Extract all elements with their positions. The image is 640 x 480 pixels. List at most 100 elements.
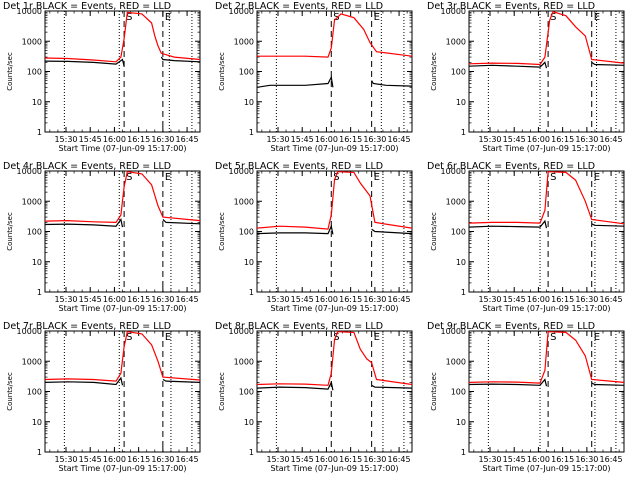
interval-marker-s: S	[126, 172, 132, 183]
x-tick-label: 15:30	[266, 295, 289, 304]
chart-panel-det-9r: Det 9r BLACK = Events, RED = LLD 1 10 100 10…	[427, 321, 625, 473]
x-tick-label: 16:00	[103, 455, 126, 464]
plot-frame	[256, 330, 413, 453]
plot-frame	[256, 10, 413, 133]
x-axis-label: Start Time (07-Jun-09 15:17:00)	[483, 304, 611, 313]
interval-marker-e: E	[594, 172, 600, 183]
x-axis-label: Start Time (07-Jun-09 15:17:00)	[271, 304, 399, 313]
interval-marker-e: E	[374, 332, 380, 343]
x-tick-label: 16:00	[315, 455, 338, 464]
y-tick-label: 1	[249, 288, 254, 297]
series-line-lld	[257, 171, 412, 230]
series-line-lld	[469, 171, 624, 225]
series-line-events	[45, 218, 124, 228]
y-tick-label: 10	[456, 98, 466, 107]
y-tick-label: 10000	[17, 327, 42, 336]
interval-marker-e: E	[165, 332, 171, 343]
x-tick-label: 16:15	[339, 455, 362, 464]
chart-title: Det 9r BLACK = Events, RED = LLD	[427, 321, 595, 332]
x-tick-label: 15:30	[54, 135, 77, 144]
chart-title: Det 4r BLACK = Events, RED = LLD	[3, 161, 171, 172]
y-tick-label: 1	[249, 128, 254, 137]
x-tick-label: 16:00	[315, 135, 338, 144]
interval-marker-s: S	[550, 332, 556, 343]
x-tick-label: 16:15	[551, 455, 574, 464]
y-tick-label: 10000	[441, 327, 466, 336]
x-tick-label: 15:30	[478, 135, 501, 144]
y-tick-label: 10000	[17, 167, 42, 176]
y-tick-label: 100	[239, 388, 254, 397]
x-axis-label: Start Time (07-Jun-09 15:17:00)	[59, 304, 187, 313]
series-line-events	[162, 219, 200, 225]
series-line-events	[371, 228, 412, 235]
y-tick-label: 100	[451, 388, 466, 397]
interval-marker-s: S	[126, 12, 132, 23]
x-axis-label: Start Time (07-Jun-09 15:17:00)	[271, 144, 399, 153]
series-line-lld	[469, 331, 624, 384]
chart-panel-det-1r: Det 1r BLACK = Events, RED = LLD 1 10 100 10…	[3, 1, 201, 153]
chart-title: Det 7r BLACK = Events, RED = LLD	[3, 321, 171, 332]
y-tick-label: 1000	[22, 197, 42, 206]
x-tick-label: 16:30	[575, 455, 598, 464]
chart-title: Det 3r BLACK = Events, RED = LLD	[427, 1, 595, 12]
series-line-lld	[45, 171, 200, 224]
x-axis-label: Start Time (07-Jun-09 15:17:00)	[483, 144, 611, 153]
y-tick-label: 10000	[441, 7, 466, 16]
chart-panel-det-5r: Det 5r BLACK = Events, RED = LLD 1 10 100 10…	[215, 161, 413, 313]
chart-panel-det-2r: Det 2r BLACK = Events, RED = LLD 1 10 100 10…	[215, 1, 413, 153]
x-tick-label: 16:30	[151, 295, 174, 304]
series-line-events	[469, 61, 548, 69]
interval-marker-s: S	[550, 172, 556, 183]
y-axis-label: Counts/sec	[430, 372, 438, 411]
x-tick-label: 16:45	[176, 455, 199, 464]
x-tick-label: 16:45	[176, 135, 199, 144]
y-axis-label: Counts/sec	[218, 52, 226, 91]
chart-panel-det-6r: Det 6r BLACK = Events, RED = LLD 1 10 100 10…	[427, 161, 625, 313]
x-tick-label: 15:45	[503, 455, 526, 464]
x-tick-label: 15:45	[291, 295, 314, 304]
series-line-events	[257, 380, 334, 391]
series-line-events	[371, 384, 412, 389]
y-tick-label: 10	[244, 98, 254, 107]
x-tick-label: 15:30	[54, 455, 77, 464]
x-tick-label: 16:30	[151, 455, 174, 464]
series-line-events	[45, 58, 125, 67]
x-tick-label: 16:30	[363, 295, 386, 304]
interval-marker-s: S	[333, 172, 339, 183]
y-tick-label: 10	[32, 258, 42, 267]
series-line-events	[257, 224, 334, 235]
y-tick-label: 10	[456, 418, 466, 427]
y-tick-label: 100	[239, 68, 254, 77]
y-tick-label: 1000	[22, 357, 42, 366]
plot-frame	[44, 330, 201, 453]
y-tick-label: 10000	[229, 7, 254, 16]
y-tick-label: 1	[461, 128, 466, 137]
x-tick-label: 16:15	[339, 135, 362, 144]
y-axis-label: Counts/sec	[430, 52, 438, 91]
interval-marker-e: E	[374, 12, 380, 23]
chart-panel-det-7r: Det 7r BLACK = Events, RED = LLD 1 10 100 10…	[3, 321, 201, 473]
series-line-events	[591, 223, 624, 227]
interval-marker-e: E	[165, 172, 171, 183]
y-tick-label: 100	[451, 228, 466, 237]
x-tick-label: 15:45	[291, 135, 314, 144]
x-tick-label: 16:30	[363, 135, 386, 144]
series-line-events	[371, 80, 412, 87]
y-tick-label: 10000	[17, 7, 42, 16]
chart-title: Det 1r BLACK = Events, RED = LLD	[3, 1, 171, 12]
x-axis-label: Start Time (07-Jun-09 15:17:00)	[59, 464, 187, 473]
x-tick-label: 16:00	[527, 295, 550, 304]
y-tick-label: 1	[37, 128, 42, 137]
y-tick-label: 1000	[234, 197, 254, 206]
series-line-events	[591, 61, 624, 66]
x-axis-label: Start Time (07-Jun-09 15:17:00)	[59, 144, 187, 153]
x-tick-label: 16:00	[527, 135, 550, 144]
plot-frame	[256, 170, 413, 293]
series-line-events	[162, 378, 200, 383]
y-tick-label: 1	[37, 288, 42, 297]
x-axis-label: Start Time (07-Jun-09 15:17:00)	[271, 464, 399, 473]
y-tick-label: 1000	[446, 357, 466, 366]
x-tick-label: 16:15	[127, 295, 150, 304]
x-tick-label: 16:15	[339, 295, 362, 304]
